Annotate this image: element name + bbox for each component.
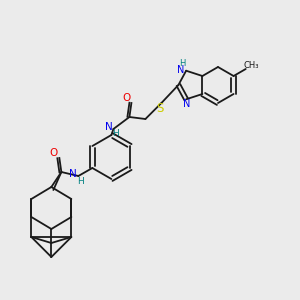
Text: S: S — [157, 101, 164, 115]
Text: O: O — [122, 93, 130, 103]
Text: N: N — [184, 99, 191, 109]
Text: O: O — [49, 148, 58, 158]
Text: N: N — [104, 122, 112, 132]
Text: CH₃: CH₃ — [244, 61, 260, 70]
Text: H: H — [77, 176, 84, 185]
Text: H: H — [112, 130, 119, 139]
Text: N: N — [70, 169, 77, 179]
Text: N: N — [178, 65, 185, 75]
Text: H: H — [179, 59, 185, 68]
